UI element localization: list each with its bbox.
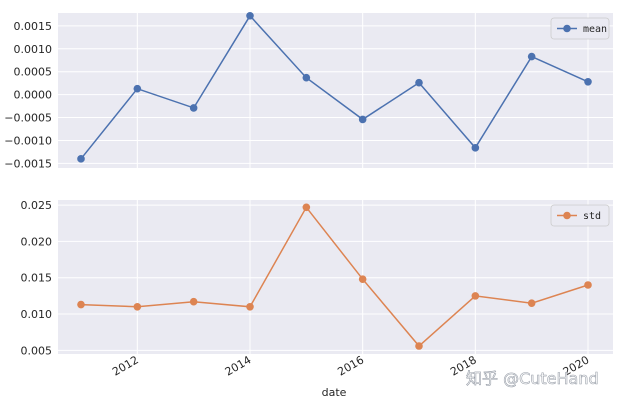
- data-point-mean: [471, 144, 480, 152]
- data-point-mean: [358, 115, 367, 124]
- y-tick-label: 0.0010: [14, 43, 53, 56]
- data-point-std: [133, 302, 142, 311]
- series-line-std: [80, 205, 589, 348]
- x-tick-label: 2016: [335, 353, 366, 378]
- data-point-mean: [415, 78, 423, 87]
- x-tick-label: 2012: [110, 353, 141, 378]
- legend-label-std: std: [583, 211, 601, 222]
- legend-marker-std: [563, 211, 571, 220]
- data-point-mean: [584, 77, 592, 86]
- data-point-mean: [246, 11, 254, 20]
- data-point-mean: [77, 155, 85, 163]
- x-axis-label: date: [322, 386, 347, 399]
- y-tick-label: −0.0015: [4, 157, 52, 170]
- y-tick-label: 0.015: [21, 272, 53, 285]
- data-point-mean: [133, 84, 142, 93]
- x-tick-label: 2014: [223, 353, 254, 378]
- data-point-std: [358, 275, 367, 283]
- data-point-std: [77, 300, 85, 309]
- data-point-mean: [527, 52, 536, 61]
- plot-background: [58, 200, 613, 354]
- data-point-std: [527, 299, 536, 307]
- watermark: 知乎 @CuteHand: [466, 369, 599, 388]
- data-point-std: [471, 292, 480, 300]
- data-point-mean: [189, 104, 198, 112]
- legend-box: [550, 17, 610, 40]
- y-tick-label: −0.0010: [4, 134, 52, 147]
- y-tick-label: −0.0005: [4, 112, 52, 125]
- legend-marker-mean: [563, 24, 571, 33]
- mean-panel: −0.0015 −0.0010 −0.0005 0.0000 0.0005 0.0010 0…: [4, 11, 613, 170]
- y-tick-label: 0.005: [21, 344, 53, 357]
- y-tick-label: 0.0015: [14, 20, 53, 33]
- data-point-std: [189, 297, 198, 306]
- data-point-std: [415, 342, 423, 350]
- std-panel: 0.005 0.010 0.015 0.020 0.025 std: [21, 199, 613, 357]
- y-tick-label: 0.0000: [14, 89, 53, 102]
- legend-box: [550, 204, 610, 227]
- y-tick-label: 0.020: [21, 235, 53, 248]
- data-point-mean: [302, 73, 311, 82]
- legend-label-mean: mean: [583, 24, 607, 35]
- data-point-std: [246, 302, 254, 311]
- y-tick-label: 0.010: [21, 308, 53, 321]
- series-line-mean: [80, 14, 589, 160]
- y-tick-label: 0.025: [21, 199, 53, 212]
- data-point-std: [584, 281, 592, 289]
- y-tick-label: 0.0005: [14, 66, 53, 79]
- plot-background: [58, 13, 613, 168]
- data-point-std: [302, 203, 311, 212]
